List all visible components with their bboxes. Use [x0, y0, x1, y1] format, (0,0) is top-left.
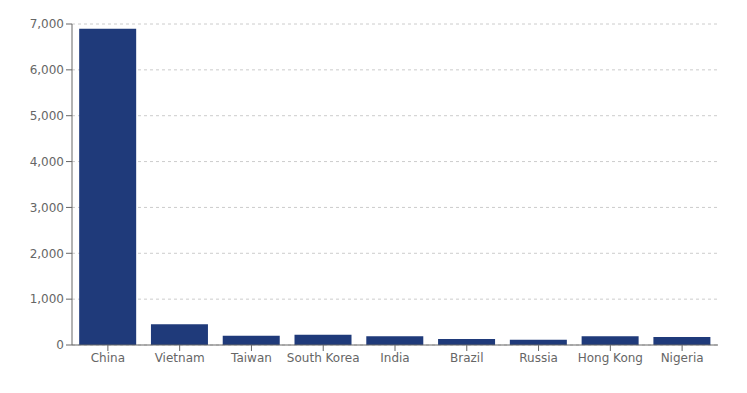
svg-text:Russia: Russia [519, 351, 558, 365]
svg-text:India: India [380, 351, 409, 365]
svg-text:6,000: 6,000 [30, 63, 64, 77]
svg-text:China: China [91, 351, 125, 365]
svg-text:5,000: 5,000 [30, 109, 64, 123]
svg-text:South Korea: South Korea [287, 351, 360, 365]
svg-text:1,000: 1,000 [30, 292, 64, 306]
svg-text:Brazil: Brazil [450, 351, 484, 365]
svg-text:Nigeria: Nigeria [661, 351, 704, 365]
svg-text:3,000: 3,000 [30, 201, 64, 215]
svg-text:2,000: 2,000 [30, 247, 64, 261]
svg-text:0: 0 [56, 338, 64, 352]
svg-text:7,000: 7,000 [30, 17, 64, 31]
svg-text:Taiwan: Taiwan [230, 351, 272, 365]
svg-text:Hong Kong: Hong Kong [578, 351, 643, 365]
svg-text:Vietnam: Vietnam [155, 351, 205, 365]
svg-text:4,000: 4,000 [30, 155, 64, 169]
